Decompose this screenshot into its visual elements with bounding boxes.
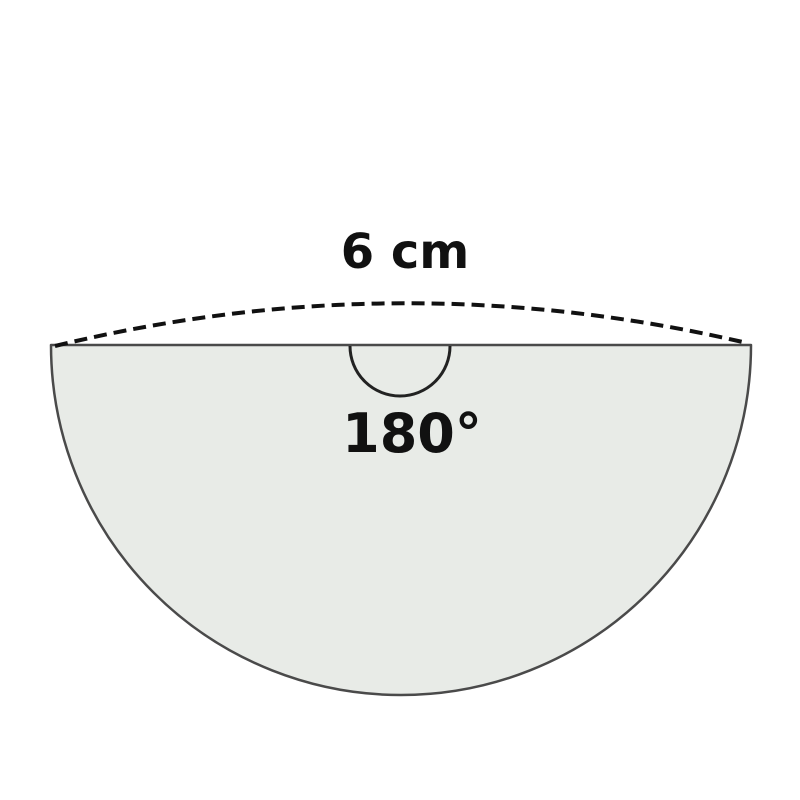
dashed-length-arc [54, 301, 748, 348]
angle-label: 180° [342, 402, 482, 465]
length-label: 6 cm [341, 224, 470, 280]
semicircle-shape [49, 343, 753, 697]
angle-arc [348, 345, 452, 398]
